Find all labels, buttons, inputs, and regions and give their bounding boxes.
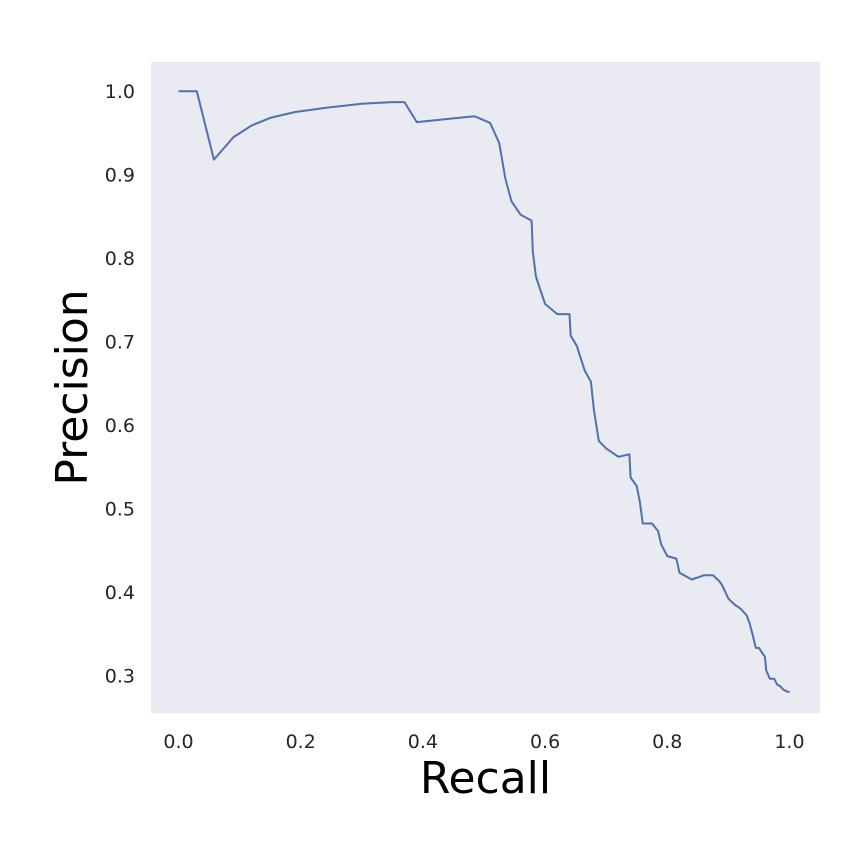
y-axis-label: Precision xyxy=(47,289,98,485)
x-tick-label: 1.0 xyxy=(774,731,804,753)
x-axis-ticks: 0.0 0.2 0.4 0.6 0.8 1.0 xyxy=(163,731,804,753)
y-axis-ticks: 0.3 0.4 0.5 0.6 0.7 0.8 0.9 1.0 xyxy=(105,81,135,687)
y-tick-label: 0.3 xyxy=(105,665,135,687)
x-tick-label: 0.0 xyxy=(163,731,193,753)
x-axis-label: Recall xyxy=(420,753,551,804)
x-tick-label: 0.2 xyxy=(286,731,316,753)
series-group xyxy=(178,90,790,694)
y-tick-label: 0.6 xyxy=(105,415,135,437)
series-line xyxy=(178,90,790,694)
y-tick-label: 0.9 xyxy=(105,165,135,187)
y-tick-label: 0.4 xyxy=(105,582,135,604)
y-tick-label: 0.5 xyxy=(105,499,135,521)
plot-area xyxy=(151,62,820,713)
x-tick-label: 0.8 xyxy=(652,731,682,753)
x-tick-label: 0.6 xyxy=(530,731,560,753)
y-tick-label: 0.8 xyxy=(105,248,135,270)
y-tick-label: 0.7 xyxy=(105,332,135,354)
y-tick-label: 1.0 xyxy=(105,81,135,103)
x-tick-label: 0.4 xyxy=(408,731,438,753)
